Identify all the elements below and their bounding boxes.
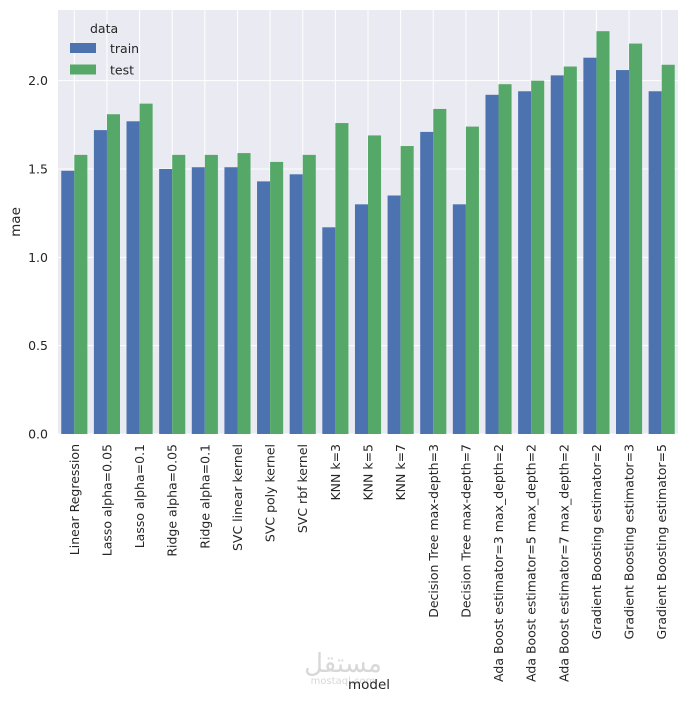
x-axis-label: model — [348, 677, 390, 693]
bar-test — [531, 80, 545, 435]
x-tick-label: SVC poly kernel — [263, 444, 278, 542]
bar-train — [224, 167, 238, 434]
x-tick-label: Gradient Boosting estimator=3 — [622, 444, 637, 640]
bar-train — [420, 131, 434, 434]
bar-test — [335, 123, 349, 435]
bar-train — [257, 181, 271, 434]
x-tick-label: Decision Tree max-depth=3 — [426, 444, 441, 618]
x-tick-label: Ridge alpha=0.05 — [165, 444, 180, 557]
x-tick-label: Ada Boost estimator=7 max_depth=2 — [556, 444, 571, 682]
legend-label-test: test — [110, 63, 134, 78]
watermark-text: مستقل — [304, 649, 382, 679]
y-tick-label: 1.5 — [28, 162, 48, 177]
y-tick-label: 0.0 — [28, 427, 48, 442]
x-tick-label: SVC linear kernel — [230, 444, 245, 551]
y-tick-label: 2.0 — [28, 73, 48, 88]
bar-train — [93, 130, 107, 434]
bars — [61, 31, 675, 435]
bar-test — [465, 126, 479, 434]
x-tick-label: KNN k=7 — [393, 444, 408, 501]
legend: data train test — [70, 21, 139, 78]
bar-train — [159, 169, 173, 434]
x-tick-label: Lasso alpha=0.05 — [99, 444, 114, 556]
x-tick-label: KNN k=5 — [361, 444, 376, 501]
bar-train — [485, 94, 499, 435]
bar-test — [106, 114, 120, 434]
x-tick-labels: Linear Regression Lasso alpha=0.05 Lasso a… — [67, 444, 669, 682]
legend-title: data — [90, 21, 118, 36]
bar-test — [302, 154, 316, 434]
bar-test — [400, 146, 414, 435]
x-tick-label: Lasso alpha=0.1 — [132, 444, 147, 548]
legend-swatch-test — [70, 64, 96, 75]
bar-train — [191, 167, 205, 434]
bar-test — [139, 103, 153, 434]
bar-test — [204, 154, 218, 434]
x-tick-label: Ada Boost estimator=3 max_depth=2 — [491, 444, 506, 682]
bar-test — [270, 161, 284, 434]
x-tick-label: Ridge alpha=0.1 — [197, 444, 212, 549]
bar-train — [387, 195, 401, 434]
bar-train — [126, 121, 140, 435]
bar-train — [289, 174, 303, 435]
bar-train — [583, 57, 597, 434]
bar-test — [498, 84, 512, 434]
bar-train — [648, 91, 662, 435]
bar-train — [616, 70, 630, 435]
bar-test — [237, 153, 251, 434]
y-tick-label: 0.5 — [28, 338, 48, 353]
bar-test — [629, 43, 643, 435]
y-axis-label: mae — [8, 207, 24, 237]
watermark-subtext: mostaql.com — [311, 676, 376, 687]
y-tick-label: 1.0 — [28, 250, 48, 265]
bar-train — [61, 170, 75, 434]
y-tick-labels: 0.0 0.5 1.0 1.5 2.0 — [28, 73, 48, 441]
x-tick-label: Gradient Boosting estimator=2 — [589, 444, 604, 640]
bar-test — [368, 135, 382, 434]
x-tick-label: Linear Regression — [67, 444, 82, 555]
bar-test — [596, 31, 610, 434]
x-tick-label: KNN k=3 — [328, 444, 343, 501]
watermark: مستقل mostaql.com — [304, 649, 382, 687]
x-tick-label: Gradient Boosting estimator=5 — [654, 444, 669, 640]
bar-test — [433, 108, 447, 434]
x-tick-label: SVC rbf kernel — [295, 444, 310, 533]
x-tick-label: Ada Boost estimator=5 max_depth=2 — [524, 444, 539, 682]
bar-train — [322, 227, 336, 434]
bar-test — [74, 154, 88, 434]
bar-train — [518, 91, 532, 435]
bar-train — [354, 204, 368, 434]
bar-test — [172, 154, 186, 434]
legend-swatch-train — [70, 43, 96, 53]
bar-test — [661, 64, 675, 435]
bar-train — [550, 75, 564, 434]
bar-train — [452, 204, 466, 434]
legend-label-train: train — [110, 41, 139, 56]
x-tick-label: Decision Tree max-depth=7 — [458, 444, 473, 618]
bar-test — [563, 66, 577, 435]
